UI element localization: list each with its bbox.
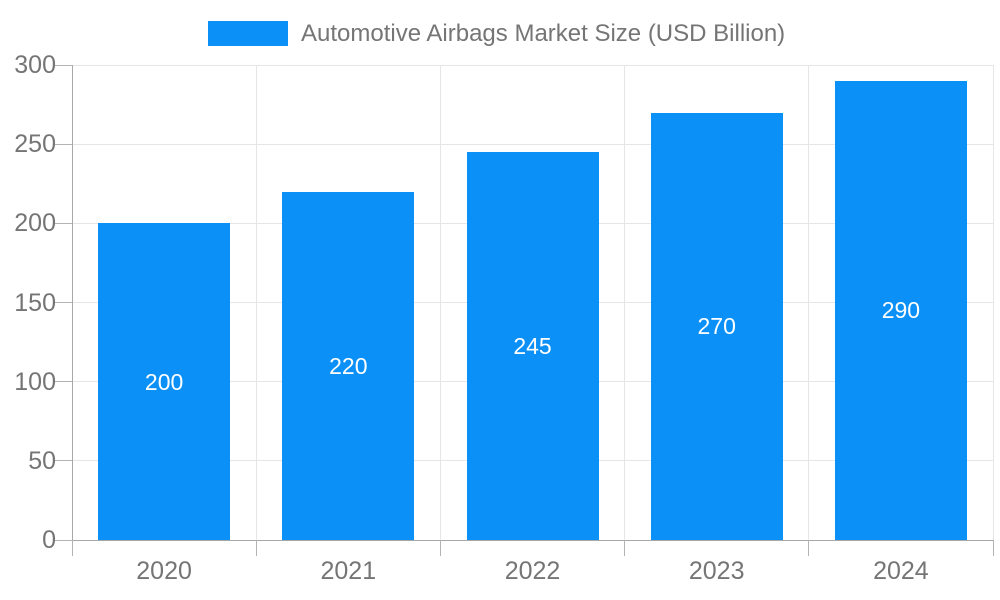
x-tick-label: 2024 (873, 557, 929, 585)
y-axis-tick (54, 143, 72, 145)
legend-label: Automotive Airbags Market Size (USD Bill… (301, 20, 786, 47)
x-gridline (992, 65, 994, 540)
y-axis-tick (54, 539, 72, 541)
x-tick-label: 2020 (136, 557, 192, 585)
y-tick-label: 0 (42, 526, 56, 554)
x-gridline (255, 65, 257, 540)
bar: 290 (834, 80, 967, 540)
x-axis-line (72, 539, 993, 541)
x-axis-tick (439, 540, 441, 556)
x-axis-tick (624, 540, 626, 556)
legend-swatch-icon (208, 21, 288, 46)
x-axis-tick (71, 540, 73, 556)
x-gridline (624, 65, 626, 540)
y-tick-label: 200 (14, 209, 56, 238)
y-axis-tick (54, 460, 72, 462)
x-axis-tick (992, 540, 994, 556)
bar: 245 (466, 152, 599, 540)
x-axis-tick (808, 540, 810, 556)
y-gridline (72, 64, 993, 66)
y-axis-tick (54, 302, 72, 303)
plot-area: 200 220 245 270 290 (54, 64, 994, 556)
y-axis-tick (54, 222, 72, 224)
x-axis-tick (255, 540, 257, 556)
bar-value-label: 245 (513, 333, 552, 360)
bar-value-label: 220 (329, 352, 368, 379)
bar: 200 (98, 223, 231, 540)
x-tick-label: 2022 (504, 557, 561, 585)
bar-value-label: 270 (697, 313, 736, 340)
y-tick-label: 50 (28, 446, 56, 475)
y-tick-label: 150 (14, 288, 56, 317)
bar-value-label: 290 (881, 297, 921, 324)
y-axis-tick (54, 64, 72, 66)
y-axis-tick (54, 381, 72, 383)
x-gridline (808, 65, 810, 540)
y-tick-label: 250 (14, 130, 56, 159)
bar: 220 (282, 191, 415, 540)
y-tick-label: 300 (14, 51, 56, 79)
x-tick-label: 2021 (320, 557, 377, 585)
y-axis-line (71, 65, 73, 540)
y-gridline (72, 143, 993, 145)
y-tick-label: 100 (14, 367, 56, 396)
x-gridline (439, 65, 441, 540)
bar: 270 (650, 112, 783, 540)
chart-legend: Automotive Airbags Market Size (USD Bill… (208, 21, 785, 46)
x-tick-label: 2023 (688, 557, 745, 585)
bar-value-label: 200 (144, 368, 184, 395)
